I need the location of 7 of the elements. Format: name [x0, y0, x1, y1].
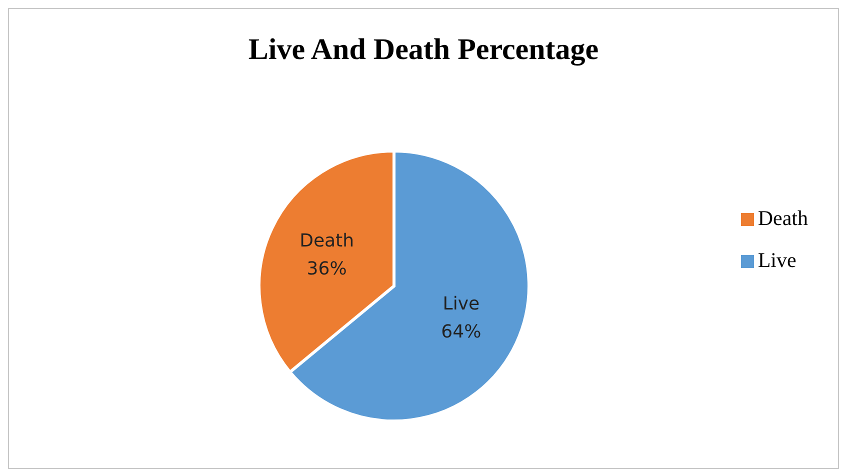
data-label: 36%	[306, 258, 347, 280]
slice-label: Live	[442, 294, 480, 315]
slice-label: Death	[300, 230, 354, 252]
legend-label: Death	[758, 206, 808, 230]
chart-title: Live And Death Percentage	[247, 33, 600, 67]
data-label: 64%	[441, 322, 482, 343]
legend-label: Live	[758, 248, 796, 272]
